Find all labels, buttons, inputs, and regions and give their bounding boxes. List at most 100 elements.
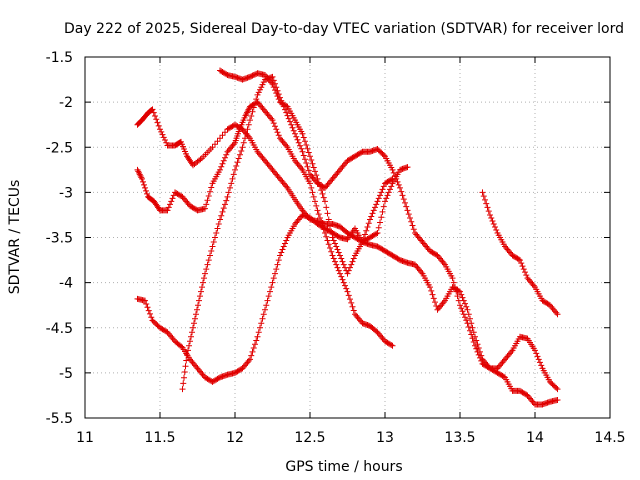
- data-point: [299, 130, 306, 137]
- data-point: [168, 198, 175, 205]
- data-point: [492, 223, 498, 230]
- data-point: [283, 237, 290, 244]
- x-tick-label: 11.5: [144, 430, 175, 446]
- data-point: [153, 116, 160, 123]
- data-point: [250, 345, 257, 352]
- data-point: [314, 175, 321, 182]
- data-point: [500, 373, 507, 380]
- data-point: [277, 252, 283, 259]
- data-point: [317, 183, 323, 190]
- data-point: [377, 219, 383, 226]
- data-point: [477, 354, 483, 361]
- data-point: [145, 307, 152, 314]
- data-point: [214, 138, 221, 145]
- data-point: [272, 270, 278, 277]
- data-point: [465, 323, 472, 330]
- data-point: [224, 193, 231, 200]
- data-point: [214, 225, 221, 232]
- data-point: [154, 119, 161, 126]
- data-point: [332, 240, 338, 247]
- data-point: [408, 218, 415, 225]
- data-point: [378, 189, 385, 196]
- data-point: [213, 229, 220, 236]
- data-point: [219, 160, 226, 167]
- data-point: [184, 351, 190, 358]
- data-point: [215, 220, 222, 227]
- data-point: [533, 350, 540, 357]
- data-point: [269, 73, 276, 80]
- data-point: [349, 258, 356, 265]
- data-point: [212, 141, 218, 148]
- data-point: [140, 178, 146, 185]
- data-point: [402, 199, 408, 206]
- y-tick-label: -4.5: [46, 321, 73, 337]
- data-point: [217, 216, 223, 223]
- data-point: [432, 299, 438, 306]
- data-point: [452, 284, 458, 291]
- data-point: [454, 293, 461, 300]
- data-point: [143, 300, 150, 307]
- data-point: [159, 131, 166, 138]
- data-point: [473, 345, 480, 352]
- data-point: [270, 84, 277, 91]
- data-point: [315, 179, 322, 186]
- data-point: [469, 324, 476, 331]
- data-point: [202, 205, 208, 212]
- data-point: [222, 201, 228, 208]
- axis-ticks: 11 11.5 12 12.5 13 13.5 14 14.5 -1.5 -2 -2.5 -3 -3.5…: [46, 50, 626, 446]
- data-point: [303, 160, 310, 167]
- data-point: [298, 145, 305, 152]
- data-point: [268, 284, 275, 291]
- data-point: [242, 135, 248, 142]
- data-point: [337, 270, 343, 277]
- data-point: [305, 149, 312, 156]
- data-point: [463, 317, 470, 324]
- data-point: [218, 163, 225, 170]
- data-point: [380, 183, 387, 190]
- series-track-4: [179, 73, 561, 408]
- data-point: [310, 193, 317, 200]
- data-point: [310, 164, 317, 171]
- data-point: [187, 338, 193, 345]
- data-point: [248, 112, 255, 119]
- data-point: [553, 384, 560, 391]
- x-axis-label: GPS time / hours: [285, 459, 402, 475]
- data-point: [300, 152, 307, 159]
- data-point: [220, 205, 227, 212]
- data-point: [205, 192, 212, 199]
- data-point: [427, 284, 433, 291]
- data-point: [387, 186, 393, 193]
- data-point: [365, 220, 372, 227]
- data-point: [274, 129, 281, 136]
- data-point: [429, 291, 436, 298]
- data-point: [335, 267, 342, 274]
- data-point: [467, 315, 473, 322]
- data-point: [209, 243, 216, 250]
- data-point: [455, 297, 462, 304]
- data-point: [255, 89, 262, 96]
- grid-lines: [85, 57, 610, 418]
- x-tick-label: 12: [226, 430, 244, 446]
- data-point: [554, 386, 561, 393]
- data-point: [269, 117, 276, 124]
- data-point: [459, 294, 466, 301]
- data-point: [207, 252, 213, 259]
- data-point: [339, 258, 346, 265]
- data-point: [199, 284, 205, 291]
- data-point: [344, 270, 351, 277]
- data-point: [285, 115, 292, 122]
- data-point: [200, 279, 206, 286]
- data-point: [280, 243, 287, 250]
- data-point: [207, 188, 213, 195]
- data-point: [470, 339, 477, 346]
- data-point: [459, 308, 466, 315]
- y-tick-label: -2.5: [46, 140, 73, 156]
- data-point: [458, 291, 465, 298]
- data-point: [329, 252, 336, 259]
- data-point: [273, 126, 280, 133]
- data-point: [485, 208, 492, 215]
- data-point: [333, 243, 340, 250]
- data-point: [232, 166, 238, 173]
- data-point: [324, 210, 331, 217]
- data-point: [468, 331, 475, 338]
